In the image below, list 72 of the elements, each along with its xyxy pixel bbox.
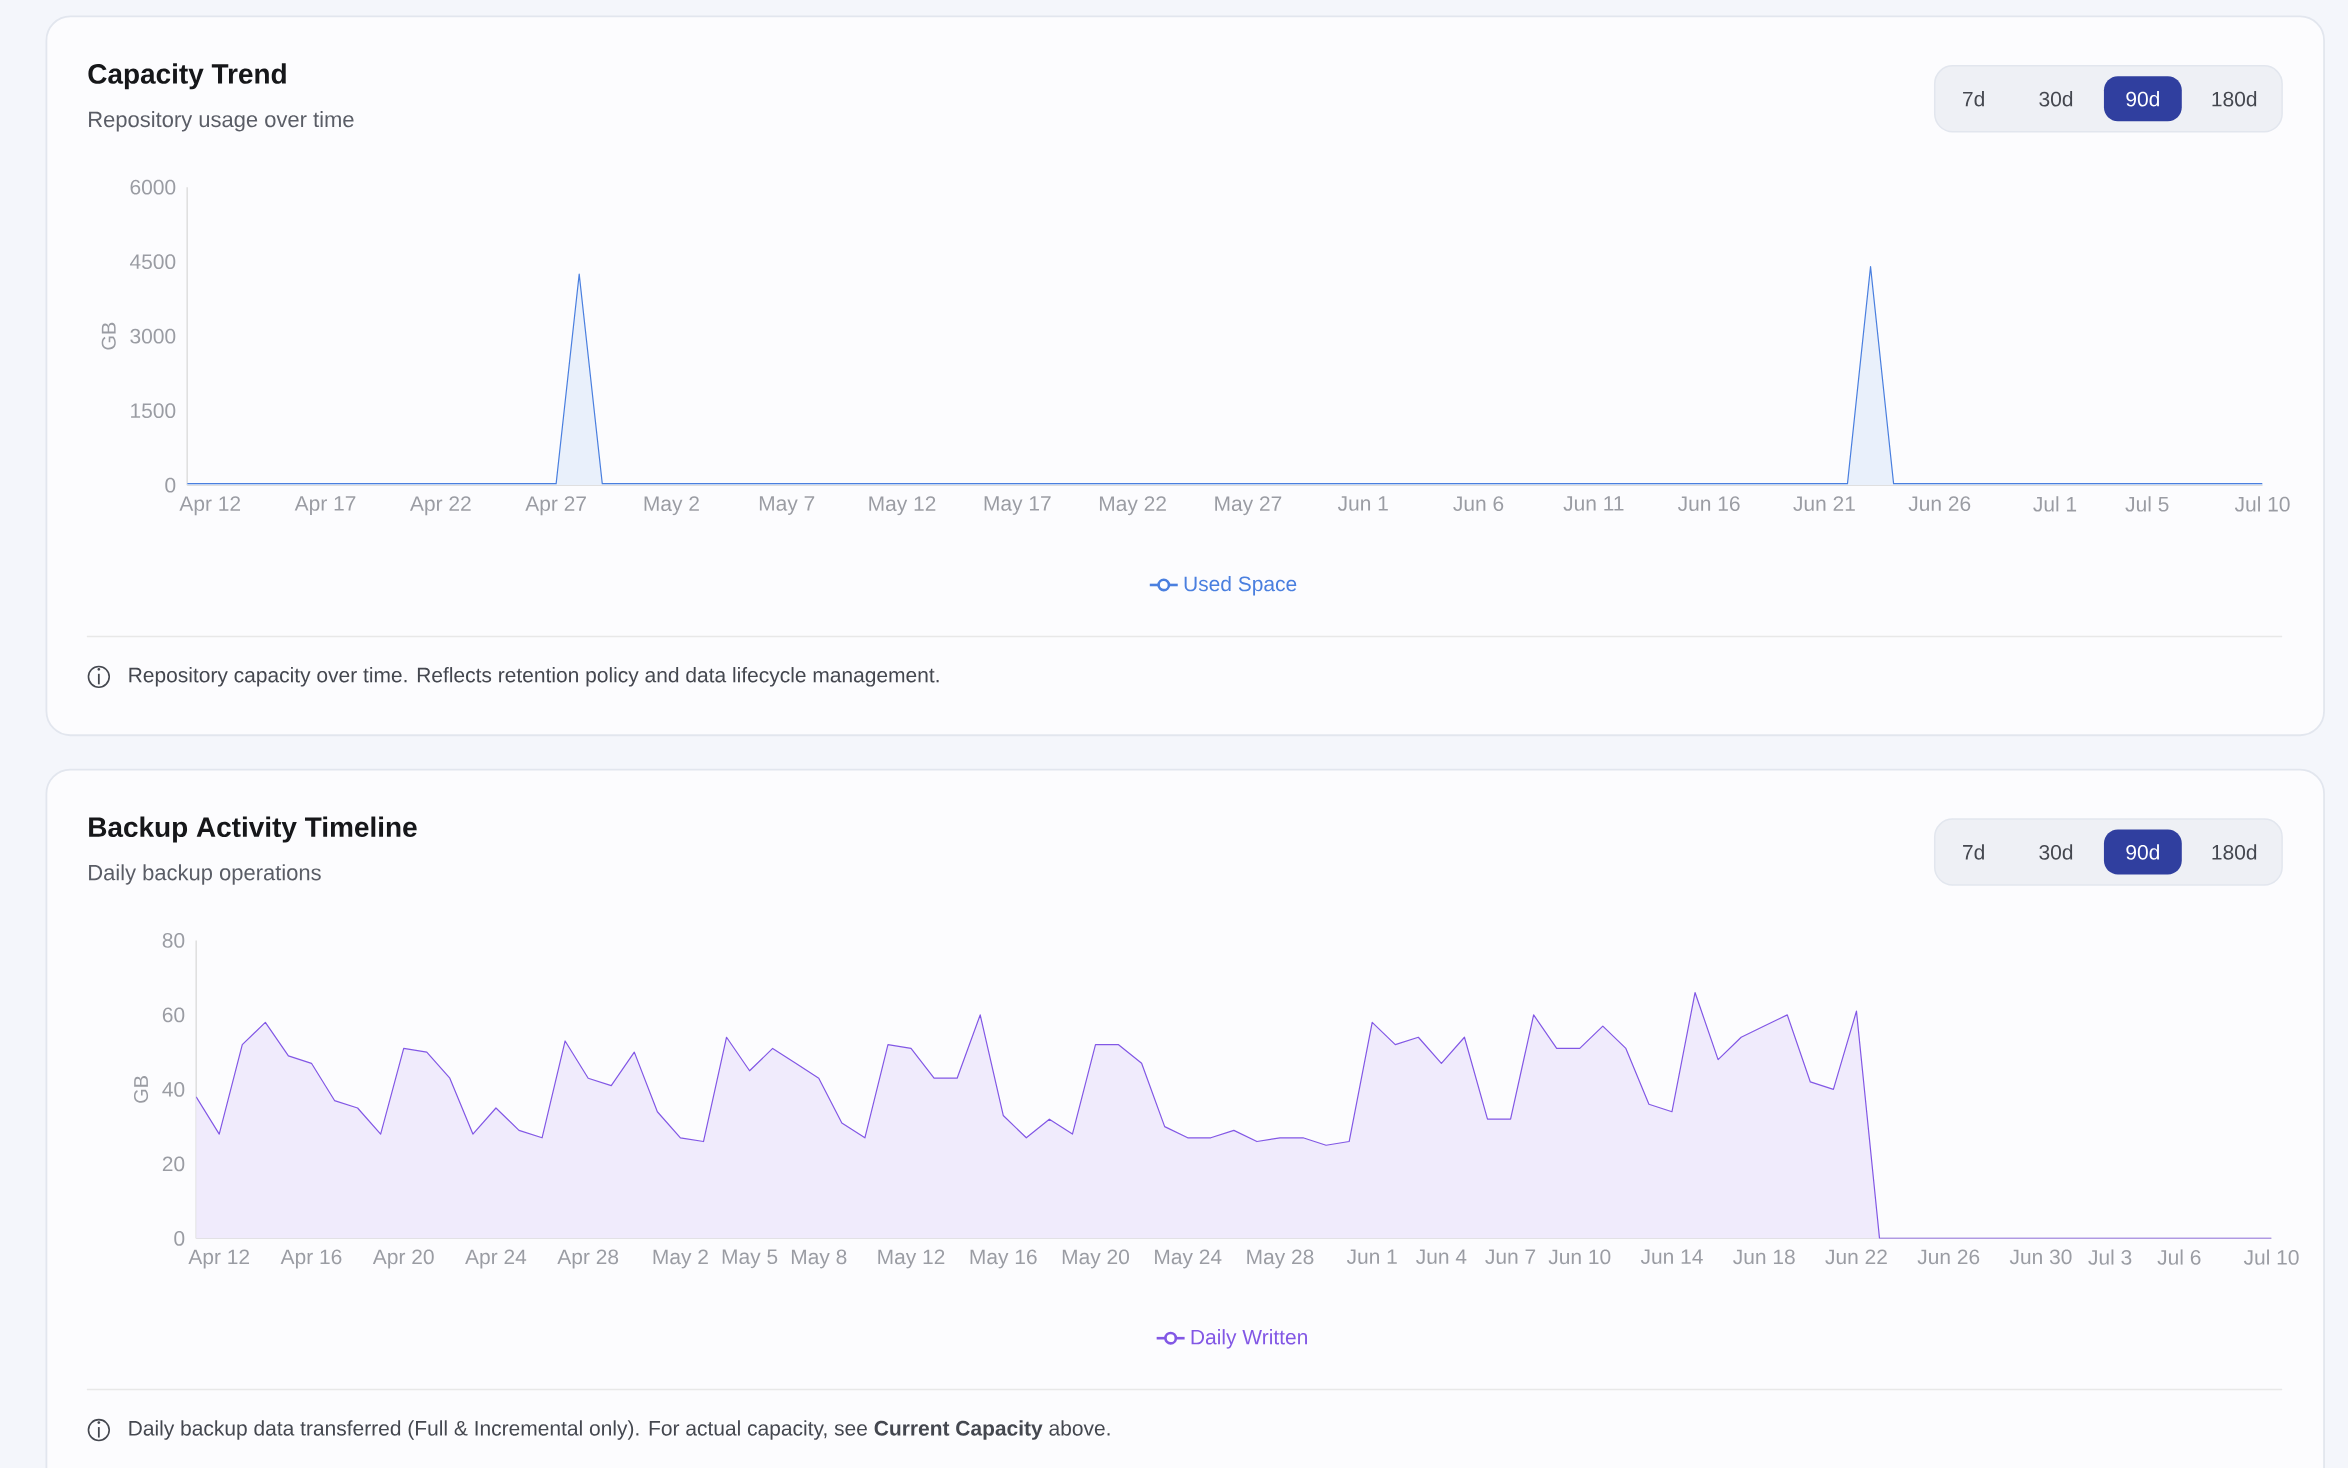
x-tick-label: Apr 24	[465, 1249, 527, 1269]
chart-title: Backup Activity Timeline	[89, 816, 417, 843]
x-tick-label: May 22	[1099, 496, 1166, 516]
y-tick-label: 20	[162, 1156, 185, 1172]
x-tick-label: Jun 16	[1677, 496, 1740, 512]
x-tick-label: Jul 10	[2234, 496, 2290, 512]
x-tick-label: May 28	[1247, 1249, 1314, 1269]
x-tick-label: Jun 11	[1563, 496, 1624, 511]
x-tick-label: May 5	[722, 1249, 778, 1269]
y-tick-label: 3000	[130, 328, 176, 344]
x-tick-label: Apr 16	[280, 1249, 342, 1269]
x-tick-label: May 16	[970, 1249, 1037, 1269]
x-tick-label: Apr 22	[409, 496, 471, 516]
text: 180d	[2212, 91, 2257, 107]
y-tick-label: 60	[162, 1007, 185, 1023]
x-tick-label: May 12	[869, 496, 936, 516]
legend-label: Used Space	[1184, 575, 1297, 596]
x-tick-label: Apr 28	[557, 1249, 619, 1269]
y-tick-label: 0	[165, 477, 176, 493]
x-tick-label: Jun 7	[1485, 1249, 1536, 1265]
x-tick-label: May 2	[644, 496, 699, 516]
legend-label: Daily Written	[1191, 1329, 1307, 1349]
chart-subtitle: Repository usage over time	[89, 111, 354, 132]
x-tick-label: Jun 10	[1548, 1249, 1611, 1265]
x-tick-label: Jun 30	[2009, 1249, 2072, 1265]
x-tick-label: May 17	[984, 496, 1051, 516]
x-tick-label: Jun 26	[1917, 1249, 1980, 1265]
x-tick-label: May 2	[653, 1249, 708, 1269]
text: 90d	[2126, 844, 2159, 860]
text: Daily backup data transferred (Full & Incremental only). For actual capacity, see Current Capacity above.	[129, 1420, 1110, 1440]
x-tick-label: Apr 27	[525, 496, 586, 516]
y-tick-label: 80	[162, 933, 185, 948]
x-tick-label: May 8	[791, 1249, 847, 1269]
text: 30d	[2039, 844, 2073, 860]
x-tick-label: Jul 3	[2088, 1249, 2132, 1265]
y-tick-label: 1500	[131, 403, 176, 419]
y-tick-label: 0	[174, 1231, 185, 1246]
y-tick-label: 4500	[129, 254, 176, 270]
text: 90d	[2126, 91, 2159, 107]
text: 7d	[1963, 844, 1984, 860]
x-tick-label: Jul 5	[2125, 496, 2169, 512]
x-tick-label: Apr 12	[188, 1249, 250, 1269]
x-tick-label: May 27	[1215, 496, 1282, 516]
y-axis-title: GB	[133, 1076, 149, 1103]
x-tick-label: Jun 6	[1453, 496, 1504, 512]
x-tick-label: May 12	[878, 1249, 945, 1269]
x-tick-label: May 7	[759, 496, 815, 516]
text: Repository capacity over time. Reflects retention policy and data lifecycle management.	[129, 667, 939, 687]
x-tick-label: Jul 10	[2243, 1249, 2299, 1265]
x-tick-label: May 20	[1062, 1249, 1130, 1269]
y-axis-title: GB	[101, 322, 116, 350]
x-tick-label: May 24	[1155, 1249, 1222, 1269]
x-tick-label: Jun 21	[1793, 496, 1855, 512]
x-tick-label: Jul 1	[2033, 496, 2077, 512]
chart-subtitle: Daily backup operations	[89, 864, 321, 885]
y-tick-label: 40	[162, 1082, 185, 1097]
x-tick-label: Jun 4	[1416, 1249, 1467, 1265]
text: 7d	[1963, 91, 1984, 107]
x-tick-label: Jun 1	[1337, 496, 1388, 511]
chart-title: Capacity Trend	[88, 63, 286, 90]
x-tick-label: Jun 14	[1640, 1249, 1703, 1265]
text: 180d	[2212, 844, 2257, 860]
x-tick-label: Jul 6	[2157, 1249, 2201, 1265]
x-tick-label: Apr 20	[372, 1249, 434, 1269]
x-tick-label: Jun 18	[1733, 1249, 1795, 1265]
x-tick-label: Apr 12	[179, 496, 241, 516]
x-tick-label: Jun 22	[1825, 1249, 1887, 1265]
x-tick-label: Jun 1	[1346, 1249, 1397, 1265]
y-tick-label: 6000	[130, 179, 176, 195]
x-tick-label: Jun 26	[1908, 496, 1971, 512]
text: 30d	[2039, 91, 2073, 107]
x-tick-label: Apr 17	[294, 496, 356, 516]
